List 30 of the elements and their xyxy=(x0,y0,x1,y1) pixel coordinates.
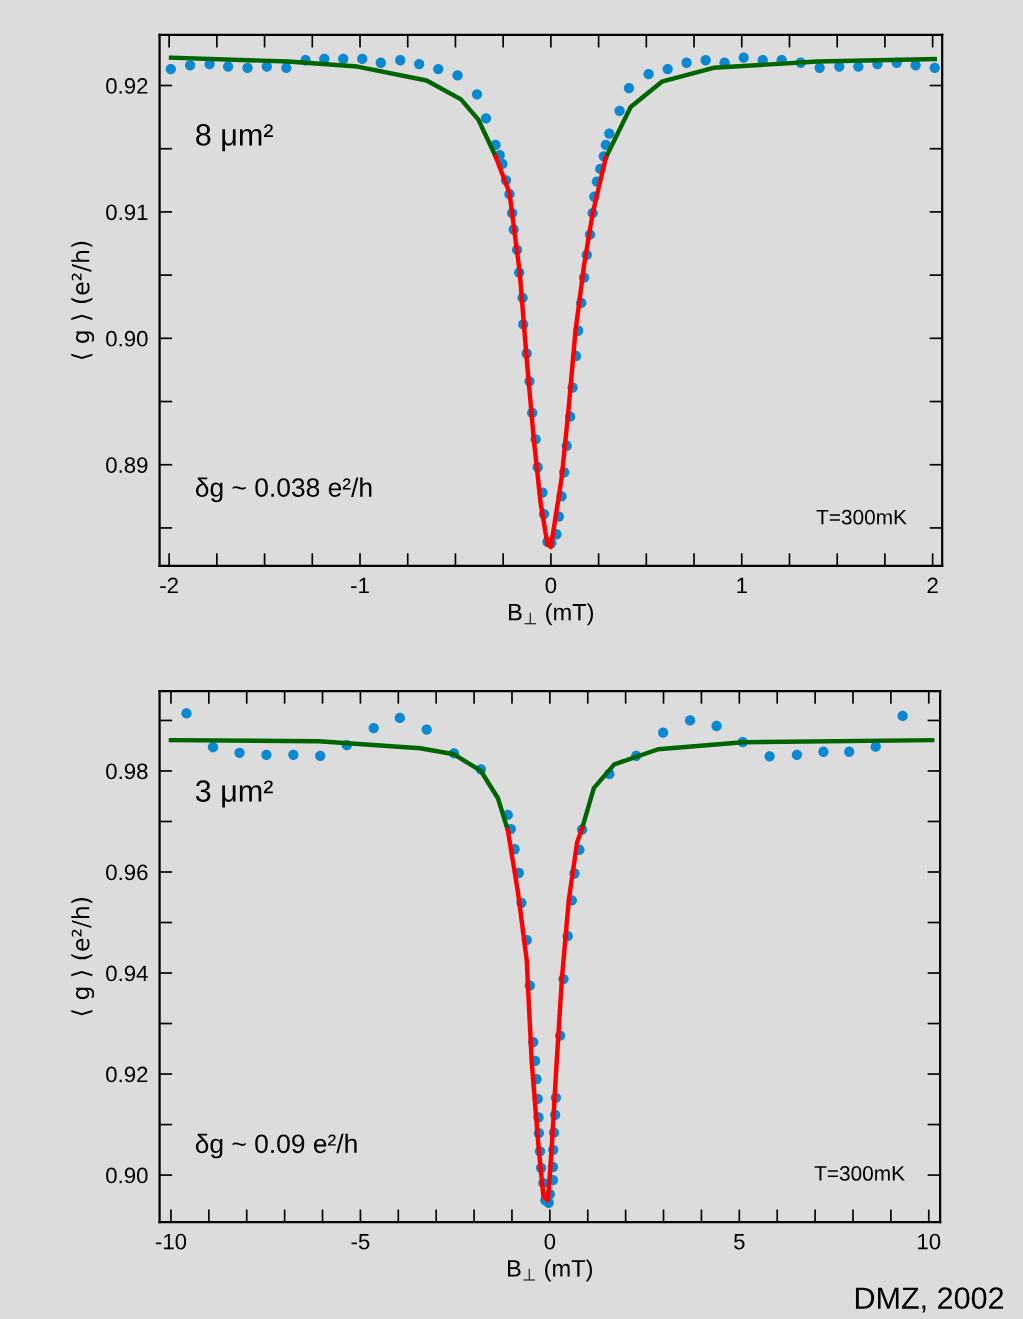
x-tick-label: 5 xyxy=(734,1233,745,1250)
x-tick-label: 1 xyxy=(737,577,747,594)
x-tick-label: 0 xyxy=(544,1233,556,1250)
y-tick-label: 0.89 xyxy=(106,457,148,473)
annotation: 3 μm² xyxy=(195,780,273,808)
x-axis-title: B$_{⊥}$ (mT) xyxy=(508,1259,592,1282)
x-tick-label: 10 xyxy=(918,1233,941,1250)
x-axis-title: B$_{⊥}$ (mT) xyxy=(509,603,594,626)
y-tick-label: 0.92 xyxy=(106,78,148,94)
x-tick-label: 2 xyxy=(927,577,938,594)
y-tick-label: 0.90 xyxy=(106,330,148,347)
y-tick-label: 0.96 xyxy=(106,864,148,881)
y-axis-title: ⟨ g ⟩ (e²/h) xyxy=(71,241,95,359)
y-axis-title: ⟨ g ⟩ (e²/h) xyxy=(71,898,95,1016)
x-tick-label: -5 xyxy=(351,1233,370,1250)
annotation: T=300mK xyxy=(814,1166,905,1181)
text: DMZ, 2002 xyxy=(855,1287,1004,1313)
x-tick-label: -2 xyxy=(160,577,178,594)
x-tick-label: -1 xyxy=(351,577,369,594)
y-tick-label: 0.98 xyxy=(106,763,148,780)
y-tick-label: 0.92 xyxy=(106,1066,148,1083)
x-tick-label: -10 xyxy=(155,1233,187,1250)
annotation: T=300mK xyxy=(816,509,907,525)
y-tick-label: 0.94 xyxy=(106,965,148,982)
annotation: δg ~ 0.09 e²/h xyxy=(195,1133,357,1159)
x-tick-label: 0 xyxy=(545,577,557,594)
annotation: δg ~ 0.038 e²/h xyxy=(195,477,372,503)
y-tick-label: 0.90 xyxy=(106,1167,148,1184)
y-tick-label: 0.91 xyxy=(106,204,148,221)
annotation: 8 μm² xyxy=(196,124,273,152)
